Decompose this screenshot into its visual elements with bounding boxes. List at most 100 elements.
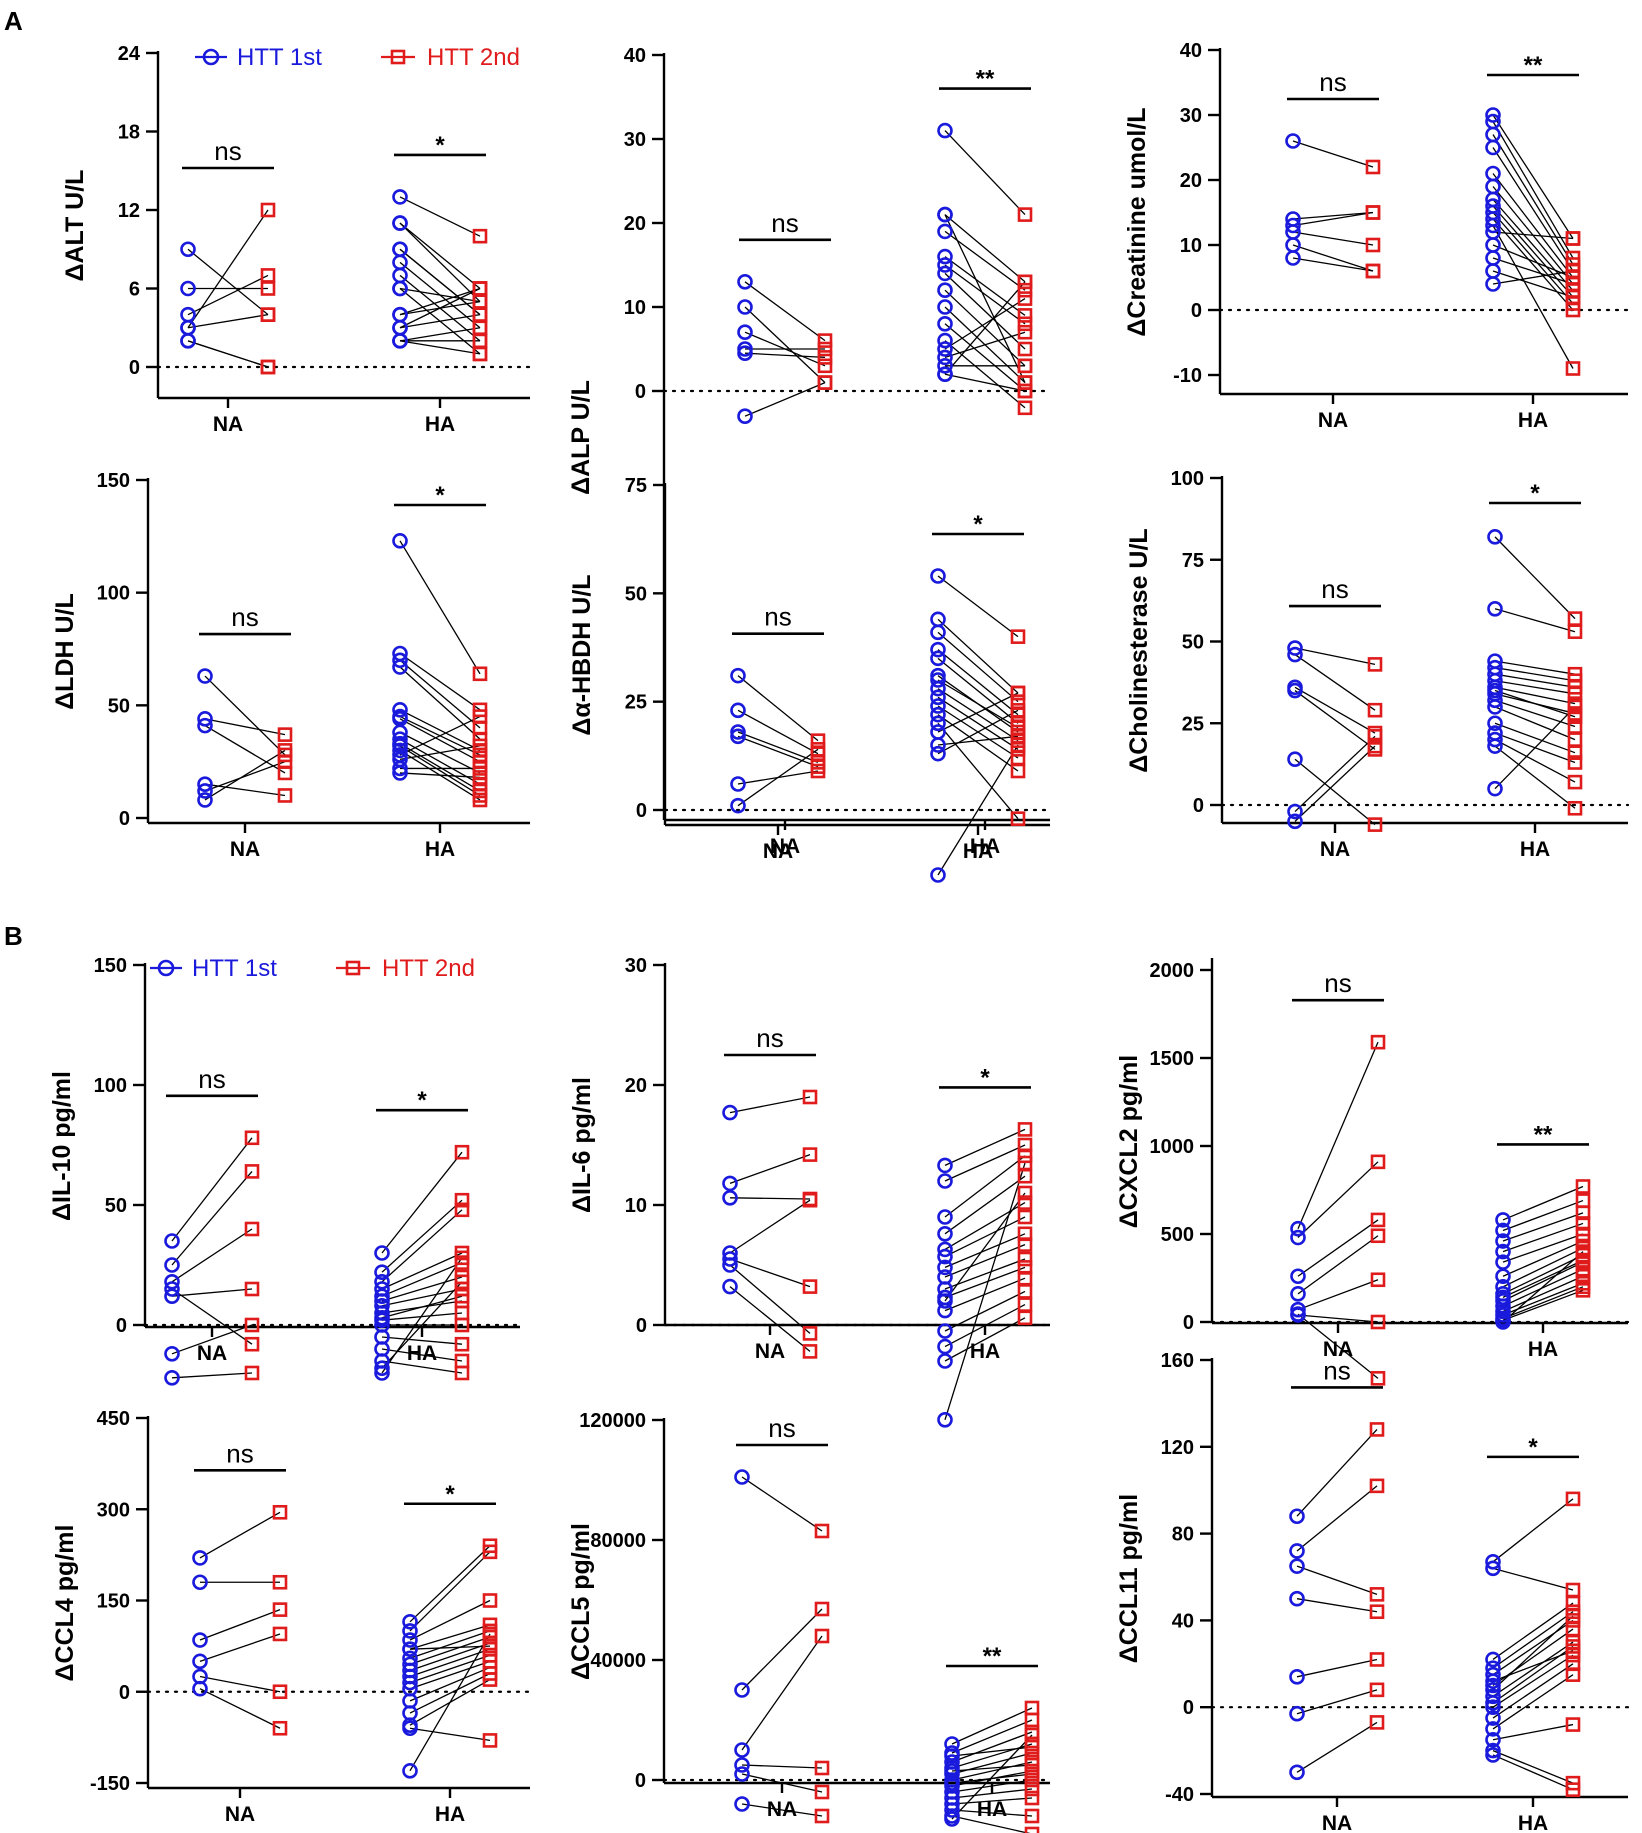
x-tick-label: HA xyxy=(1518,1812,1548,1833)
pair-line xyxy=(204,749,286,801)
y-tick-label: 0 xyxy=(636,800,647,822)
point-htt-2nd xyxy=(1017,358,1033,374)
y-tick-label: 0 xyxy=(1191,300,1202,322)
point-htt-1st xyxy=(930,689,946,706)
pair-line xyxy=(1292,140,1374,168)
point-htt-2nd xyxy=(1370,1228,1386,1244)
point-htt-2nd xyxy=(810,763,826,779)
legend-label-1st: HTT 1st xyxy=(192,955,277,982)
y-tick-label: 10 xyxy=(624,297,646,319)
point-htt-1st xyxy=(374,1288,390,1304)
pair-line xyxy=(409,1660,491,1690)
point-htt-1st xyxy=(930,737,946,753)
point-htt-2nd xyxy=(1565,361,1581,376)
point-htt-1st xyxy=(180,280,196,297)
point-htt-2nd xyxy=(1010,729,1026,744)
point-htt-1st xyxy=(402,1613,418,1630)
pair-line xyxy=(381,1281,463,1369)
legend: HTT 1st HTT 2nd xyxy=(195,44,520,71)
chart-2: 0 10 20 30 40 ΔALP U/L NA ns HA ** xyxy=(567,45,1052,858)
chart-4: 0 50 100 150 ΔLDH U/L NA ns HA * xyxy=(51,470,530,861)
point-htt-2nd xyxy=(472,281,488,296)
legend-label-1st: HTT 1st xyxy=(237,44,322,71)
y-tick-label: 40000 xyxy=(590,1650,646,1672)
significance-label: ns xyxy=(768,1413,795,1443)
point-htt-2nd xyxy=(1565,289,1581,305)
point-htt-2nd xyxy=(817,375,833,390)
point-htt-1st xyxy=(930,698,946,714)
point-htt-1st xyxy=(1495,1314,1511,1330)
point-htt-1st xyxy=(392,659,408,675)
y-tick-label: 0 xyxy=(1183,1697,1194,1719)
pair-line xyxy=(1297,1314,1379,1323)
pair-line xyxy=(199,1633,281,1662)
pair-line xyxy=(737,675,819,742)
y-tick-label: 10 xyxy=(1180,235,1202,257)
point-htt-1st xyxy=(197,792,213,808)
pair-line xyxy=(951,1797,1033,1805)
point-htt-1st xyxy=(937,1302,953,1319)
pair-line xyxy=(399,659,481,729)
point-htt-1st xyxy=(1485,1673,1501,1689)
pair-line xyxy=(1502,1251,1584,1323)
y-tick-label: -40 xyxy=(1165,1784,1194,1806)
legend-label-2nd: HTT 2nd xyxy=(427,44,520,71)
point-htt-1st xyxy=(937,1157,953,1174)
y-axis-label: ΔCreatinine umol/L xyxy=(1123,107,1151,336)
y-tick-label: 0 xyxy=(129,357,140,379)
pair-line xyxy=(381,1252,463,1290)
x-tick-label: HA xyxy=(963,840,993,863)
point-htt-1st xyxy=(737,345,753,362)
pair-line xyxy=(171,1324,253,1355)
pair-line xyxy=(951,1764,1033,1772)
pair-line xyxy=(937,744,1019,876)
pair-line xyxy=(204,675,286,756)
x-tick-label: NA xyxy=(1318,409,1348,432)
pair-line xyxy=(1492,1615,1574,1691)
pair-line xyxy=(1296,1598,1378,1613)
point-htt-2nd xyxy=(1567,755,1583,770)
pair-line xyxy=(199,1609,281,1641)
y-tick-label: 10 xyxy=(625,1195,647,1217)
point-htt-2nd xyxy=(1575,1205,1591,1221)
point-htt-1st xyxy=(1290,1301,1306,1318)
y-tick-label: 20 xyxy=(1180,170,1202,192)
pair-line xyxy=(1502,1247,1584,1288)
point-htt-2nd xyxy=(810,742,826,757)
point-htt-1st xyxy=(730,724,746,740)
y-tick-label: 50 xyxy=(105,1195,127,1217)
point-htt-2nd xyxy=(1369,1422,1385,1437)
point-htt-2nd xyxy=(454,1317,470,1333)
pair-line xyxy=(1492,1602,1574,1660)
pair-line xyxy=(1492,114,1574,239)
point-htt-2nd xyxy=(1565,263,1581,279)
point-htt-2nd xyxy=(1017,375,1033,390)
point-htt-2nd xyxy=(1017,207,1033,222)
pair-line xyxy=(409,1654,491,1684)
point-htt-2nd xyxy=(1024,1766,1040,1782)
point-htt-1st xyxy=(192,1574,208,1591)
point-htt-1st xyxy=(937,1209,953,1225)
pair-line xyxy=(1296,1485,1378,1552)
pair-line xyxy=(944,1216,1026,1258)
point-htt-2nd xyxy=(1565,231,1581,246)
pair-line xyxy=(409,1633,491,1772)
pair-line xyxy=(1494,536,1576,620)
point-htt-1st xyxy=(1287,682,1303,699)
y-tick-label: 120 xyxy=(1161,1437,1194,1459)
point-htt-1st xyxy=(1495,1243,1511,1260)
point-htt-1st xyxy=(374,1264,390,1280)
pair-line xyxy=(171,1288,253,1297)
point-htt-1st xyxy=(1495,1212,1511,1228)
pair-line xyxy=(381,1295,463,1319)
legend-marker-2nd xyxy=(390,49,406,65)
point-htt-1st xyxy=(192,1632,208,1648)
pair-line xyxy=(1292,244,1374,272)
point-htt-2nd xyxy=(1565,1717,1581,1732)
pair-line xyxy=(1494,699,1576,728)
point-htt-1st xyxy=(402,1720,418,1737)
pair-line xyxy=(1502,1268,1584,1307)
point-htt-2nd xyxy=(802,1279,818,1294)
pair-line xyxy=(399,738,481,785)
point-htt-2nd xyxy=(1369,1478,1385,1494)
